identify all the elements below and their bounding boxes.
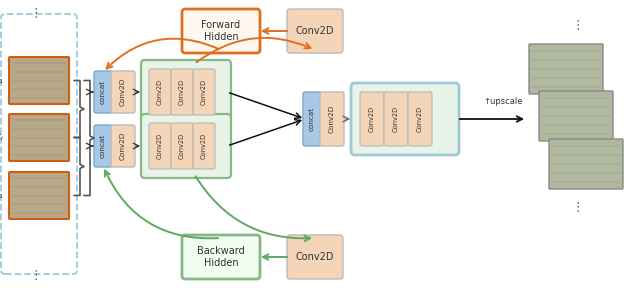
FancyBboxPatch shape — [408, 92, 432, 146]
Text: concat: concat — [100, 80, 106, 104]
Text: $x_i$: $x_i$ — [0, 132, 4, 143]
FancyBboxPatch shape — [149, 123, 171, 169]
Text: ⋮: ⋮ — [572, 202, 584, 215]
Text: Conv2D: Conv2D — [393, 106, 399, 132]
FancyBboxPatch shape — [549, 139, 623, 189]
FancyBboxPatch shape — [141, 114, 231, 178]
Text: ⋮: ⋮ — [572, 20, 584, 33]
Text: ↑upscale: ↑upscale — [483, 96, 523, 105]
FancyBboxPatch shape — [351, 83, 459, 155]
Text: $x_{i-1}$: $x_{i-1}$ — [0, 75, 4, 86]
Text: Conv2D: Conv2D — [417, 106, 423, 132]
Text: Forward
Hidden: Forward Hidden — [202, 20, 241, 42]
Text: $x_{i+1}$: $x_{i+1}$ — [0, 190, 4, 201]
Text: Conv2D: Conv2D — [157, 79, 163, 105]
Text: concat: concat — [309, 107, 315, 131]
FancyBboxPatch shape — [9, 57, 69, 104]
FancyBboxPatch shape — [111, 71, 135, 113]
FancyBboxPatch shape — [320, 92, 344, 146]
FancyBboxPatch shape — [171, 123, 193, 169]
FancyBboxPatch shape — [384, 92, 408, 146]
Text: Conv2D: Conv2D — [120, 132, 126, 160]
Text: Conv2D: Conv2D — [296, 252, 334, 262]
FancyBboxPatch shape — [111, 125, 135, 167]
FancyBboxPatch shape — [182, 9, 260, 53]
FancyBboxPatch shape — [94, 71, 112, 113]
FancyBboxPatch shape — [171, 69, 193, 115]
Text: Conv2D: Conv2D — [120, 78, 126, 106]
Text: Conv2D: Conv2D — [157, 133, 163, 159]
FancyBboxPatch shape — [193, 123, 215, 169]
FancyBboxPatch shape — [539, 91, 613, 141]
FancyBboxPatch shape — [287, 9, 343, 53]
FancyBboxPatch shape — [9, 114, 69, 161]
Text: Conv2D: Conv2D — [329, 105, 335, 133]
Text: Conv2D: Conv2D — [201, 79, 207, 105]
FancyBboxPatch shape — [529, 44, 603, 94]
Text: Conv2D: Conv2D — [179, 133, 185, 159]
Text: ⋮: ⋮ — [29, 270, 42, 283]
FancyBboxPatch shape — [94, 125, 112, 167]
FancyBboxPatch shape — [149, 69, 171, 115]
Text: Conv2D: Conv2D — [201, 133, 207, 159]
FancyBboxPatch shape — [9, 172, 69, 219]
FancyBboxPatch shape — [141, 60, 231, 124]
FancyBboxPatch shape — [193, 69, 215, 115]
FancyBboxPatch shape — [303, 92, 321, 146]
Text: Backward
Hidden: Backward Hidden — [197, 246, 245, 268]
Text: Conv2D: Conv2D — [296, 26, 334, 36]
FancyBboxPatch shape — [287, 235, 343, 279]
Text: Conv2D: Conv2D — [369, 106, 375, 132]
Text: Conv2D: Conv2D — [179, 79, 185, 105]
FancyBboxPatch shape — [182, 235, 260, 279]
Text: ⋮: ⋮ — [29, 7, 42, 20]
Text: concat: concat — [100, 134, 106, 158]
FancyBboxPatch shape — [360, 92, 384, 146]
